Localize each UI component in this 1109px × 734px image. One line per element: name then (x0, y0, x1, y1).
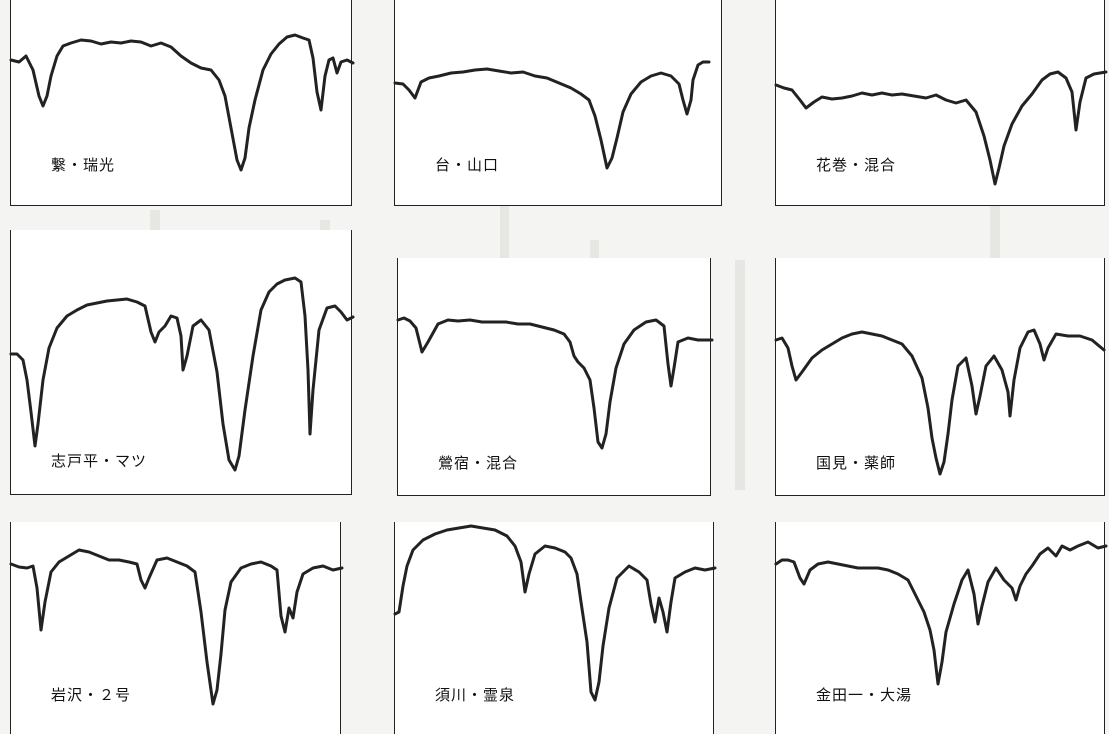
chart-panel-2: 台・山口 (394, 0, 722, 206)
spectrum-curve-9 (776, 542, 1106, 684)
chart-panel-1: 繋・瑞光 (10, 0, 352, 206)
chart-svg-1 (11, 0, 353, 206)
chart-panel-3: 花巻・混合 (775, 0, 1105, 206)
chart-title-9: 金田一・大湯 (816, 684, 912, 705)
spectrum-curve-5 (398, 318, 712, 448)
spectrum-curve-4 (11, 278, 353, 470)
chart-svg-3 (776, 0, 1106, 206)
chart-title-8: 須川・霊泉 (435, 684, 515, 705)
chart-title-4: 志戸平・マツ (51, 450, 147, 471)
chart-panel-6: 国見・薬師 (775, 258, 1105, 496)
chart-panel-9: 金田一・大湯 (775, 522, 1105, 734)
chart-title-6: 国見・薬師 (816, 452, 896, 473)
chart-title-2: 台・山口 (435, 154, 499, 175)
chart-svg-2 (395, 0, 723, 206)
chart-panel-8: 須川・霊泉 (394, 522, 714, 734)
chart-title-3: 花巻・混合 (816, 154, 896, 175)
chart-panel-5: 鶯宿・混合 (397, 258, 711, 496)
chart-title-1: 繋・瑞光 (51, 154, 115, 175)
chart-title-7: 岩沢・２号 (51, 684, 131, 705)
spectrum-curve-7 (11, 550, 342, 704)
chart-panel-7: 岩沢・２号 (10, 522, 341, 734)
spectrum-curve-1 (11, 35, 353, 170)
spectrum-curve-8 (395, 526, 715, 700)
spectrum-curve-2 (395, 62, 709, 168)
chart-panel-4: 志戸平・マツ (10, 230, 352, 495)
chart-title-5: 鶯宿・混合 (438, 452, 518, 473)
